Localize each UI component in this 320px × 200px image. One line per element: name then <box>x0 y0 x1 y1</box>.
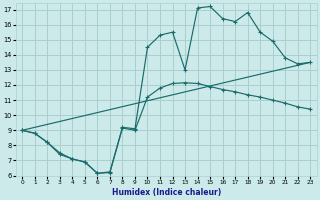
X-axis label: Humidex (Indice chaleur): Humidex (Indice chaleur) <box>112 188 221 197</box>
